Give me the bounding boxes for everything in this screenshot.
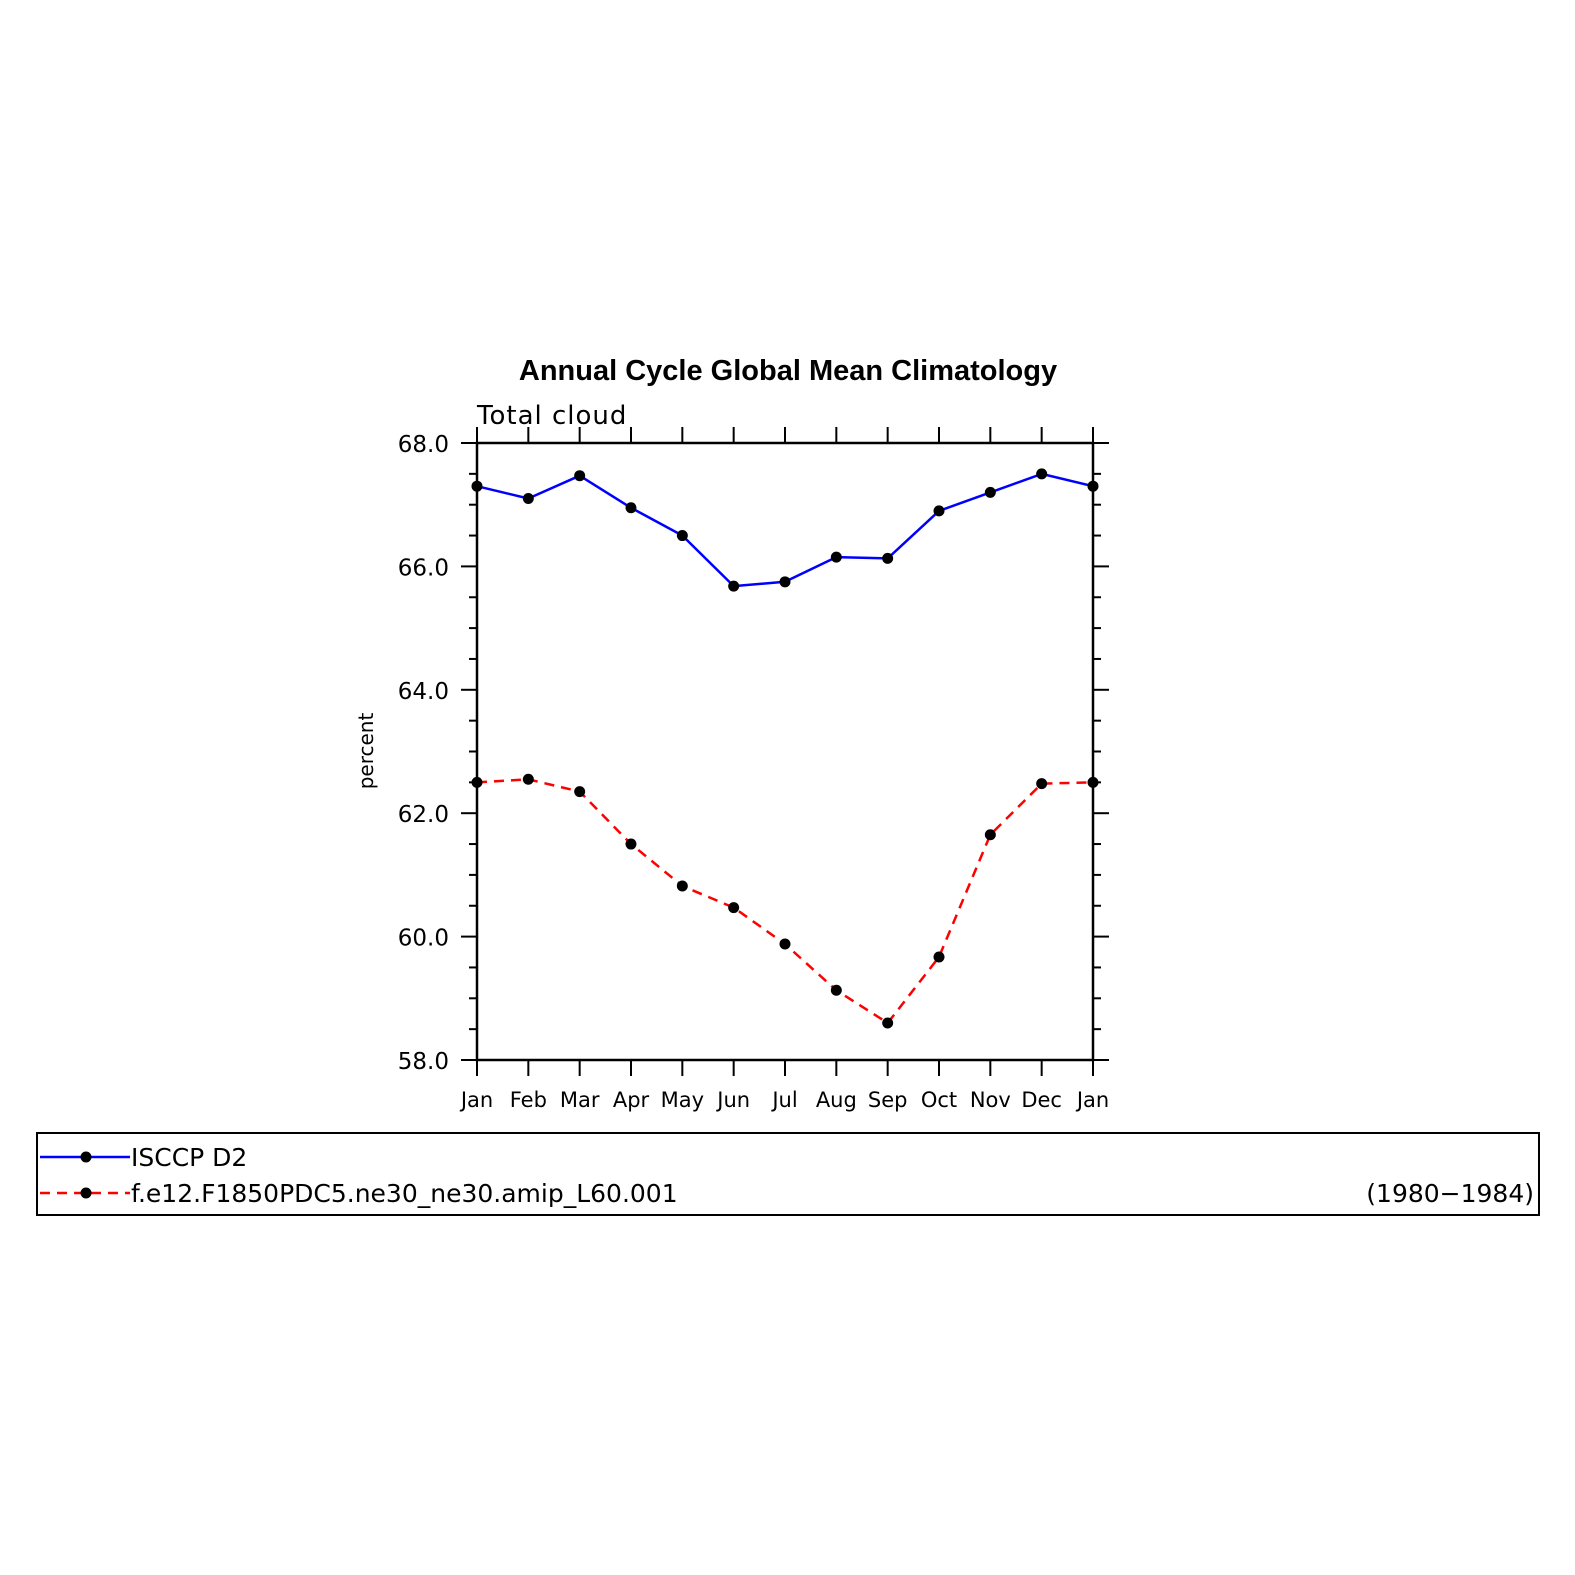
data-point-0 bbox=[933, 505, 945, 517]
y-tick-label: 68.0 bbox=[398, 432, 449, 458]
data-point-1 bbox=[1087, 776, 1099, 788]
x-tick-label: Mar bbox=[560, 1088, 600, 1112]
x-tick-label: Aug bbox=[816, 1088, 857, 1112]
x-tick-label: Dec bbox=[1021, 1088, 1062, 1112]
data-point-1 bbox=[522, 773, 534, 785]
data-point-0 bbox=[984, 486, 996, 498]
x-tick-label: Jan bbox=[459, 1088, 493, 1112]
data-point-0 bbox=[522, 493, 534, 505]
legend: ISCCP D2 f.e12.F1850PDC5.ne30_ne30.amip_… bbox=[36, 1132, 1540, 1216]
y-tick-label: 58.0 bbox=[398, 1049, 449, 1075]
data-point-0 bbox=[882, 552, 894, 564]
data-point-0 bbox=[574, 470, 586, 482]
x-tick-label: May bbox=[661, 1088, 704, 1112]
data-point-0 bbox=[1087, 480, 1099, 492]
series-line-0 bbox=[476, 472, 1094, 588]
data-point-1 bbox=[830, 984, 842, 996]
x-tick-label: Jun bbox=[715, 1088, 750, 1112]
data-point-0 bbox=[471, 480, 483, 492]
chart-subtitle: Total cloud bbox=[476, 401, 627, 431]
data-point-0 bbox=[728, 580, 740, 592]
x-tick-label: Jan bbox=[1075, 1088, 1109, 1112]
x-tick-label: Nov bbox=[970, 1088, 1011, 1112]
y-tick-label: 64.0 bbox=[398, 679, 449, 705]
legend-period: (1980−1984) bbox=[1366, 1179, 1534, 1208]
x-tick-label: Sep bbox=[868, 1088, 908, 1112]
data-point-0 bbox=[830, 551, 842, 563]
data-point-0 bbox=[1036, 468, 1048, 480]
x-tick-label: Apr bbox=[613, 1088, 650, 1112]
x-tick-label: Jul bbox=[770, 1088, 797, 1112]
legend-marker-isccp bbox=[80, 1151, 92, 1163]
data-point-1 bbox=[1036, 778, 1048, 790]
x-tick-label: Feb bbox=[510, 1088, 547, 1112]
series-line-1 bbox=[476, 778, 1094, 1025]
y-tick-label: 62.0 bbox=[398, 802, 449, 828]
data-point-0 bbox=[779, 576, 791, 588]
data-point-1 bbox=[676, 880, 688, 892]
data-point-1 bbox=[882, 1017, 894, 1029]
data-point-1 bbox=[625, 838, 637, 850]
legend-marker-model bbox=[80, 1187, 92, 1199]
x-tick-label: Oct bbox=[921, 1088, 957, 1112]
chart-title: Annual Cycle Global Mean Climatology bbox=[519, 355, 1057, 387]
legend-box bbox=[36, 1132, 1540, 1216]
legend-label-model: f.e12.F1850PDC5.ne30_ne30.amip_L60.001 bbox=[131, 1179, 678, 1208]
y-tick-label: 60.0 bbox=[398, 926, 449, 952]
data-point-1 bbox=[984, 829, 996, 841]
data-point-1 bbox=[471, 776, 483, 788]
plot-frame bbox=[475, 441, 1095, 1062]
axes: 58.0 60.0 62.0 64.0 66.0 68.0 Jan Feb Mar Apr May J… bbox=[398, 427, 1109, 1112]
data-point-0 bbox=[676, 530, 688, 542]
data-point-0 bbox=[625, 502, 637, 514]
y-tick-label: 66.0 bbox=[398, 555, 449, 581]
data-point-1 bbox=[779, 938, 791, 950]
y-axis-label: percent bbox=[354, 713, 378, 790]
data-point-1 bbox=[933, 951, 945, 963]
legend-label-isccp: ISCCP D2 bbox=[131, 1143, 247, 1172]
series-layer bbox=[471, 468, 1099, 1029]
data-point-1 bbox=[574, 786, 586, 798]
data-point-1 bbox=[728, 902, 740, 914]
